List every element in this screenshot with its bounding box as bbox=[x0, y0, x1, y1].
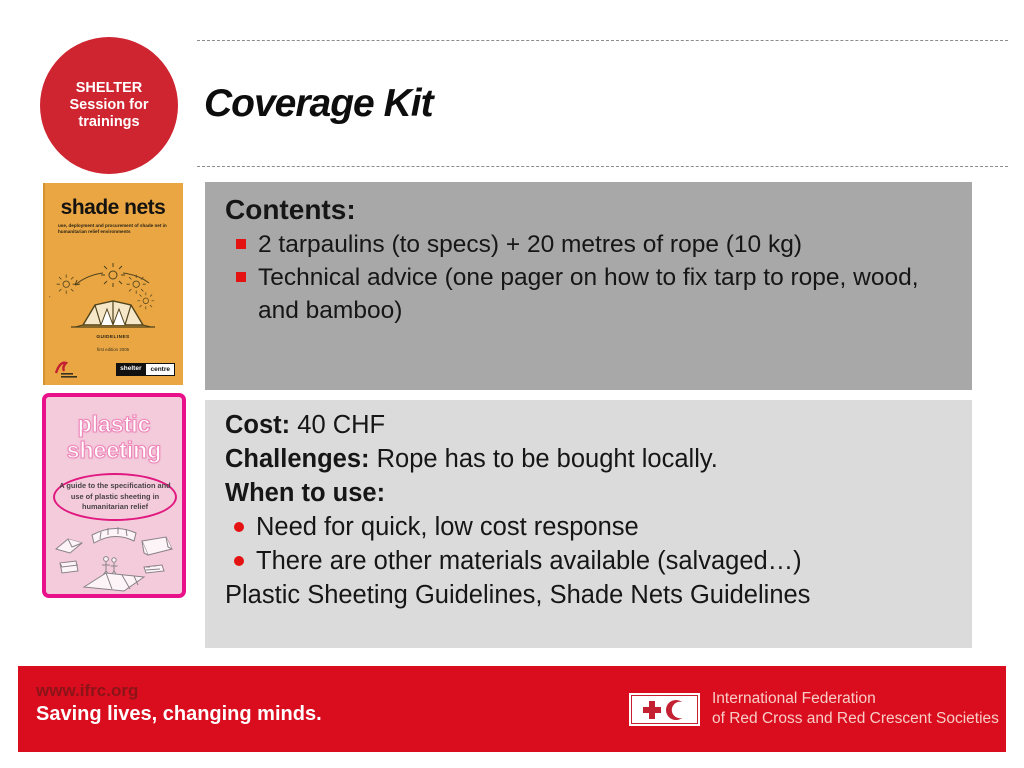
plastic-sheeting-oval-caption: A guide to the specification and use of … bbox=[53, 473, 177, 521]
session-badge: SHELTER Session for trainings bbox=[40, 37, 178, 174]
people-icon bbox=[102, 556, 118, 576]
slide-title: Coverage Kit bbox=[204, 82, 434, 125]
cost-line: Cost: 40 CHF bbox=[225, 411, 386, 439]
top-dashed-rule bbox=[197, 40, 1008, 41]
contents-box: Contents: 2 tarpaulins (to specs) + 20 m… bbox=[205, 182, 972, 390]
guidelines-line: Plastic Sheeting Guidelines, Shade Nets … bbox=[225, 581, 811, 609]
shade-nets-cover: shade nets use, deployment and procureme… bbox=[43, 183, 183, 385]
sun-icon bbox=[137, 292, 155, 310]
badge-line1: SHELTER bbox=[75, 80, 143, 96]
ifrc-logo-icon bbox=[629, 693, 700, 726]
footer-tagline: Saving lives, changing minds. bbox=[36, 703, 322, 725]
dot-bullet-icon bbox=[234, 522, 244, 532]
list-item: Need for quick, low cost response bbox=[225, 510, 958, 544]
when-to-use-line: When to use: bbox=[225, 479, 386, 507]
shade-nets-imprint-bold: GUIDELINES bbox=[96, 335, 130, 340]
details-box: Cost: 40 CHF Challenges: Rope has to be … bbox=[205, 400, 972, 648]
tent-icon bbox=[71, 300, 155, 328]
contents-heading: Contents: bbox=[225, 194, 356, 225]
square-bullet-icon bbox=[236, 239, 246, 249]
shade-nets-imprint: first edition 2006 bbox=[96, 347, 130, 352]
footer-bar: www.ifrc.org Saving lives, changing mind… bbox=[18, 666, 1006, 752]
plastic-sheeting-title: plastic sheeting bbox=[66, 410, 162, 463]
footer-url: www.ifrc.org bbox=[36, 681, 139, 700]
list-item: There are other materials available (sal… bbox=[225, 544, 958, 578]
shelter-centre-badge: shelter centre bbox=[116, 363, 175, 376]
publisher-logo-icon bbox=[54, 361, 77, 378]
plastic-sheeting-cover: plastic sheeting A guide to the specific… bbox=[42, 393, 186, 598]
dot-bullet-icon bbox=[234, 556, 244, 566]
footer-org-name: International Federation of Red Cross an… bbox=[712, 690, 999, 727]
title-dashed-rule bbox=[197, 166, 1008, 167]
sun-icon bbox=[101, 263, 125, 287]
badge-line2: Session for bbox=[69, 97, 149, 113]
sun-icon bbox=[56, 274, 76, 294]
sun-icon bbox=[49, 296, 51, 298]
shade-nets-title: shade nets bbox=[60, 196, 166, 219]
sun-icon bbox=[126, 274, 146, 294]
badge-line3: trainings bbox=[78, 114, 140, 130]
shade-nets-subtitle: use, deployment and procurement of shade… bbox=[58, 223, 167, 234]
shelter-sketches-illustration bbox=[54, 527, 173, 592]
list-item: Technical advice (one pager on how to fi… bbox=[225, 261, 958, 327]
challenges-line: Challenges: Rope has to be bought locall… bbox=[225, 445, 718, 473]
list-item: 2 tarpaulins (to specs) + 20 metres of r… bbox=[225, 228, 958, 261]
square-bullet-icon bbox=[236, 272, 246, 282]
tent-illustration bbox=[49, 263, 155, 328]
